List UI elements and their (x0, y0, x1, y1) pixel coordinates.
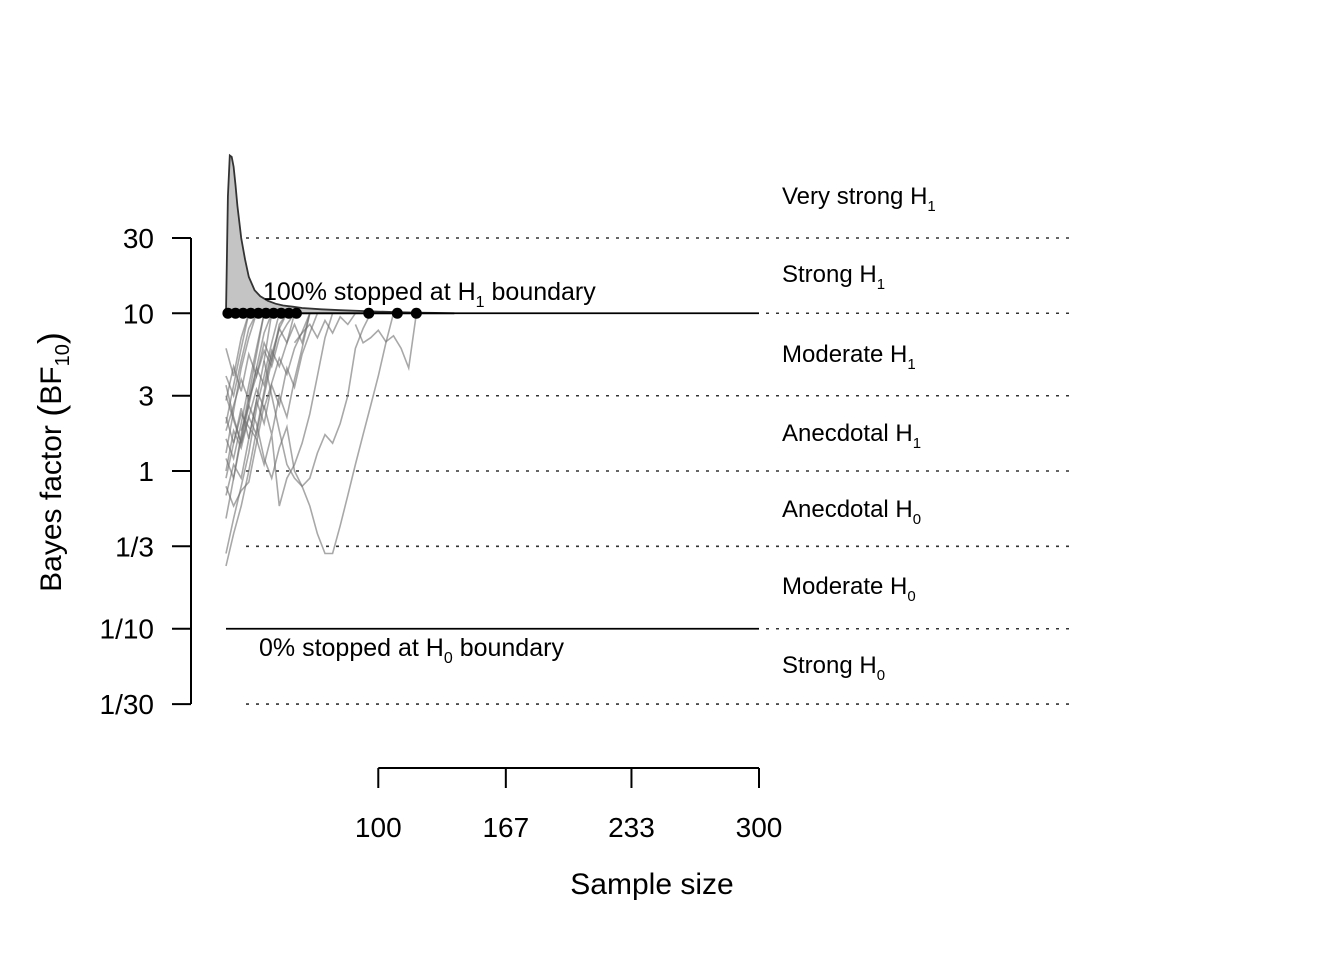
evidence-label-sub: 1 (907, 356, 915, 373)
trajectory-3 (225, 313, 281, 554)
stop-point-2 (237, 307, 249, 319)
h0-annotation-pre: 0% stopped at H (259, 634, 444, 662)
y-axis-paren-open: ( (30, 405, 71, 417)
evidence-label-sub: 1 (927, 198, 935, 215)
stop-point-12 (410, 307, 422, 319)
evidence-label-sub: 0 (907, 588, 915, 605)
h1-boundary-annotation: 100% stopped at H1 boundary (263, 278, 596, 311)
evidence-label-4: Anecdotal H0 (782, 496, 921, 528)
trajectory-21 (354, 313, 418, 372)
y-tick-label-4: 1/3 (115, 531, 154, 562)
evidence-label-main: Strong H (782, 261, 877, 288)
h1-annotation-pre: 100% stopped at H (263, 278, 476, 306)
bf-trajectories (225, 312, 418, 567)
x-tick-label-1: 167 (482, 812, 529, 843)
y-axis-paren-close: ) (30, 332, 71, 344)
stop-point-10 (363, 307, 375, 319)
stop-point-3 (245, 307, 257, 319)
h0-annotation-sub: 0 (444, 650, 453, 667)
evidence-label-main: Anecdotal H (782, 496, 913, 523)
y-tick-label-1: 10 (123, 298, 154, 329)
y-axis-label-sym: BF (35, 366, 68, 404)
stop-point-8 (283, 307, 295, 319)
stop-point-0 (222, 307, 234, 319)
x-tick-label-3: 300 (736, 812, 783, 843)
trajectory-19 (263, 313, 395, 555)
stopping-density (225, 153, 455, 315)
stop-point-4 (252, 307, 264, 319)
evidence-label-3: Anecdotal H1 (782, 420, 921, 452)
evidence-label-sub: 0 (877, 667, 885, 684)
y-axis-label: Bayes factor (BF10) (30, 332, 74, 592)
evidence-label-1: Strong H1 (782, 261, 885, 293)
stop-point-1 (230, 307, 242, 319)
x-axis-label: Sample size (570, 868, 733, 901)
x-tick-label-2: 233 (608, 812, 655, 843)
evidence-label-2: Moderate H1 (782, 341, 916, 373)
trajectory-14 (225, 313, 311, 482)
stop-point-7 (275, 307, 287, 319)
trajectory-20 (293, 312, 357, 344)
stop-point-9 (290, 307, 302, 319)
evidence-label-sub: 1 (913, 435, 921, 452)
y-axis-label-sub: 10 (52, 344, 74, 366)
trajectory-11 (225, 313, 296, 401)
trajectory-0 (225, 313, 258, 454)
trajectory-1 (225, 313, 265, 519)
h1-annotation-sub: 1 (476, 294, 485, 311)
stop-points (222, 307, 422, 319)
evidence-label-sub: 1 (877, 276, 885, 293)
evidence-label-5: Moderate H0 (782, 573, 916, 605)
trajectory-12 (225, 313, 311, 508)
stop-point-6 (268, 307, 280, 319)
evidence-label-sub: 0 (913, 511, 921, 528)
h0-boundary-annotation: 0% stopped at H0 boundary (259, 634, 564, 667)
trajectory-16 (225, 312, 296, 431)
trajectory-8 (225, 313, 250, 377)
trajectory-18 (240, 312, 372, 488)
stopping-density-area (225, 153, 455, 315)
evidence-label-main: Strong H (782, 652, 877, 679)
stop-point-11 (391, 307, 403, 319)
evidence-label-0: Very strong H1 (782, 183, 936, 215)
h1-annotation-post: boundary (485, 278, 597, 306)
y-tick-label-5: 1/10 (100, 614, 155, 645)
evidence-label-main: Very strong H (782, 183, 927, 210)
h0-annotation-post: boundary (453, 634, 565, 662)
trajectory-6 (225, 313, 265, 462)
evidence-threshold-lines (246, 237, 1074, 705)
x-tick-label-0: 100 (355, 812, 402, 843)
trajectory-17 (225, 312, 311, 446)
y-tick-label-2: 3 (138, 381, 154, 412)
evidence-label-main: Moderate H (782, 573, 907, 600)
y-tick-label-6: 1/30 (100, 689, 155, 720)
evidence-label-main: Anecdotal H (782, 420, 913, 447)
evidence-label-6: Strong H0 (782, 652, 885, 684)
evidence-label-main: Moderate H (782, 341, 907, 368)
y-tick-label-3: 1 (138, 456, 154, 487)
y-tick-label-0: 30 (123, 223, 154, 254)
y-axis-label-main: Bayes factor (35, 417, 68, 592)
stopping-boundaries (226, 312, 759, 630)
trajectory-15 (225, 313, 334, 507)
trajectory-4 (225, 312, 258, 399)
stop-point-5 (260, 307, 272, 319)
